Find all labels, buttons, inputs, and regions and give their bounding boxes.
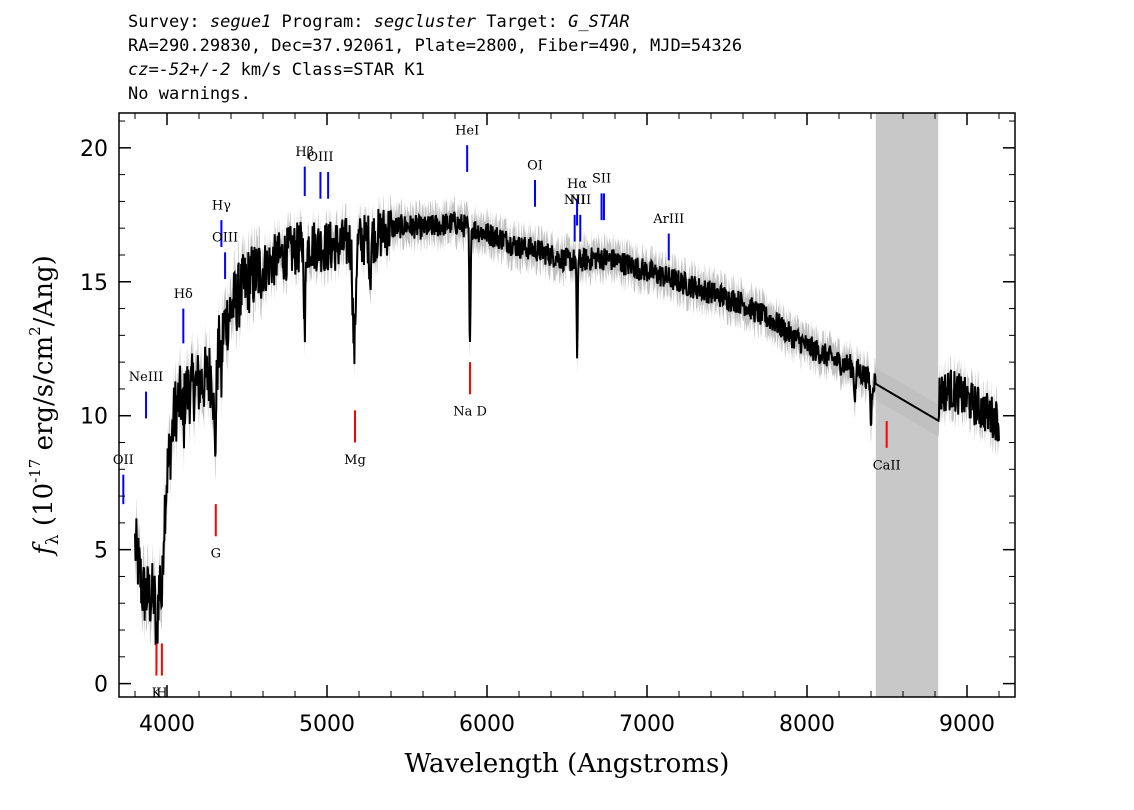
absorption-line-label: Na D: [453, 405, 487, 420]
spectrum-line: [134, 208, 1000, 646]
emission-line-label: OIII: [307, 150, 333, 165]
emission-line-label: NeIII: [129, 370, 163, 385]
emission-line-label: NII: [569, 193, 591, 208]
absorption-line-label: K: [152, 686, 162, 701]
x-axis-title: Wavelength (Angstroms): [405, 749, 730, 779]
cz-value: -52+/-2: [158, 60, 231, 80]
spectral-line-markers: OIINeIIIHδHγOIIIHβOIIIHeIOINIIHαNIISIIAr…: [113, 123, 901, 701]
emission-line-label: NII: [564, 193, 586, 208]
y-axis-title: fλ (10-17 erg/s/cm2/Ang): [26, 255, 63, 557]
emission-line-label: OI: [527, 158, 543, 173]
y-tick-label: 0: [94, 673, 108, 698]
x-tick-label: 8000: [779, 712, 835, 737]
header-line-coordinates: RA=290.29830, Dec=37.92061, Plate=2800, …: [128, 36, 743, 56]
x-tick-label: 4000: [139, 712, 195, 737]
header-line-redshift: cz=-52+/-2 km/s Class=STAR K1: [128, 60, 425, 80]
y-tick-label: 15: [80, 271, 108, 296]
absorption-line-label: G: [211, 547, 221, 562]
spectrum-flux-series: [134, 208, 1000, 646]
y-tick-label: 5: [94, 539, 108, 564]
program-name: segcluster: [373, 12, 477, 32]
x-tick-label: 6000: [459, 712, 515, 737]
x-tick-label: 7000: [619, 712, 675, 737]
emission-line-label: Hβ: [295, 145, 314, 160]
spectrum-header: Survey: segue1 Program: segcluster Targe…: [128, 10, 742, 106]
emission-line-label: Hδ: [174, 287, 193, 302]
absorption-line-label: Mg: [344, 453, 366, 468]
plot-frame: [118, 112, 1016, 698]
emission-line-label: SII: [592, 172, 611, 187]
x-tick-label: 9000: [939, 712, 995, 737]
header-line-survey: Survey: segue1 Program: segcluster Targe…: [128, 12, 630, 32]
x-tick-label: 5000: [299, 712, 355, 737]
emission-line-label: Hγ: [212, 198, 231, 213]
emission-line-label: OIII: [212, 231, 238, 246]
emission-line-label: OII: [113, 453, 134, 468]
emission-line-label: HeI: [455, 123, 479, 138]
absorption-line-label: CaII: [873, 458, 901, 473]
survey-name: segue1: [209, 12, 272, 32]
emission-line-label: Hα: [567, 177, 587, 192]
target-name: G_STAR: [568, 12, 630, 32]
y-tick-label: 10: [80, 405, 108, 430]
header-line-warnings: No warnings.: [128, 84, 251, 104]
y-tick-label: 20: [80, 137, 108, 162]
absorption-line-label: H: [156, 686, 167, 701]
axis-ticks: 4000 5000 6000 7000 8000 9000 0 5 10 15 20: [80, 113, 1015, 737]
emission-line-label: ArIII: [652, 212, 684, 227]
